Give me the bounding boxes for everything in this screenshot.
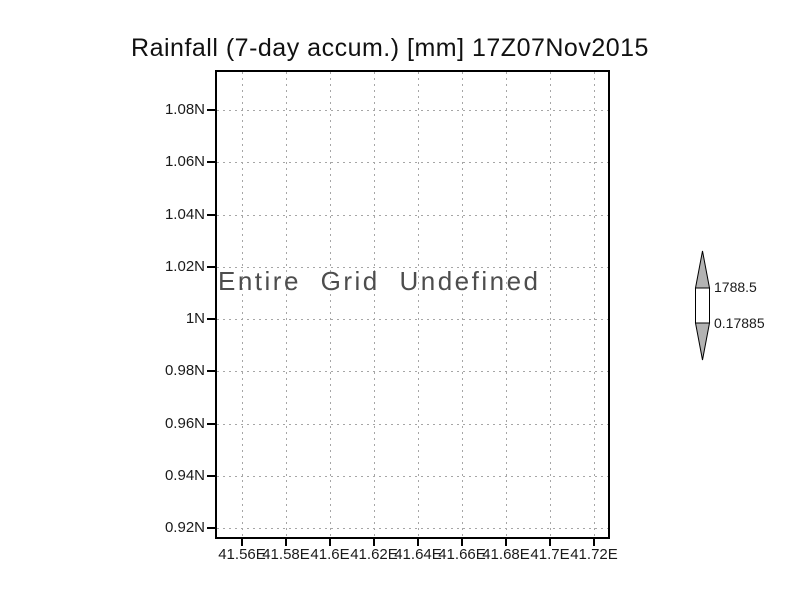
- plot-area: [215, 70, 610, 539]
- v-gridline: [594, 72, 595, 537]
- h-gridline: [217, 423, 608, 425]
- x-axis-tick: [373, 539, 375, 546]
- chart-title: Rainfall (7-day accum.) [mm] 17Z07Nov201…: [131, 34, 649, 62]
- v-gridline: [242, 72, 243, 537]
- h-gridline: [217, 214, 608, 216]
- y-axis-tick: [207, 109, 215, 111]
- y-axis-tick-label: 1.02N: [164, 258, 205, 275]
- h-gridline: [217, 475, 608, 477]
- colorbar-lower-label: 0.17885: [714, 315, 765, 331]
- colorbar-box: [695, 287, 710, 324]
- y-axis-tick-label: 1N: [185, 310, 205, 327]
- y-axis-tick-label: 1.08N: [164, 101, 205, 118]
- x-axis-tick: [593, 539, 595, 546]
- colorbar-upper-label: 1788.5: [714, 279, 757, 295]
- x-axis-tick-label: 41.56E: [218, 546, 266, 563]
- y-axis-tick-label: 0.96N: [164, 415, 205, 432]
- y-axis-tick: [207, 370, 215, 372]
- y-axis-tick: [207, 214, 215, 216]
- undefined-grid-message: Entire Grid Undefined: [218, 266, 541, 296]
- v-gridline: [418, 72, 419, 537]
- h-gridline: [217, 109, 608, 111]
- v-gridline: [330, 72, 331, 537]
- y-axis-tick: [207, 475, 215, 477]
- colorbar-down-arrow-icon: [694, 322, 711, 361]
- y-axis-tick-label: 0.94N: [164, 467, 205, 484]
- v-gridline: [550, 72, 551, 537]
- y-axis-tick: [207, 266, 215, 268]
- h-gridline: [217, 318, 608, 320]
- x-axis-tick-label: 41.62E: [350, 546, 398, 563]
- y-axis-tick: [207, 161, 215, 163]
- v-gridline: [506, 72, 507, 537]
- x-axis-tick: [505, 539, 507, 546]
- x-axis-tick: [241, 539, 243, 546]
- x-axis-tick-label: 41.66E: [438, 546, 486, 563]
- y-axis-tick-label: 0.98N: [164, 362, 205, 379]
- x-axis-tick: [461, 539, 463, 546]
- h-gridline: [217, 527, 608, 529]
- y-axis-tick-label: 0.92N: [164, 519, 205, 536]
- colorbar: [694, 250, 711, 361]
- x-axis-tick-label: 41.58E: [262, 546, 310, 563]
- y-axis-tick: [207, 318, 215, 320]
- y-axis-tick: [207, 527, 215, 529]
- y-axis-tick-label: 1.06N: [164, 153, 205, 170]
- x-axis-tick: [329, 539, 331, 546]
- h-gridline: [217, 161, 608, 163]
- x-axis-tick: [417, 539, 419, 546]
- y-axis-tick-label: 1.04N: [164, 206, 205, 223]
- x-axis-tick-label: 41.68E: [482, 546, 530, 563]
- x-axis-tick-label: 41.64E: [394, 546, 442, 563]
- h-gridline: [217, 266, 608, 268]
- x-axis-tick: [285, 539, 287, 546]
- h-gridline: [217, 370, 608, 372]
- x-axis-tick-label: 41.7E: [530, 546, 570, 563]
- x-axis-tick-label: 41.72E: [570, 546, 618, 563]
- y-axis-tick: [207, 423, 215, 425]
- x-axis-tick: [549, 539, 551, 546]
- x-axis-tick-label: 41.6E: [310, 546, 350, 563]
- colorbar-up-arrow-icon: [694, 250, 711, 289]
- v-gridline: [286, 72, 287, 537]
- v-gridline: [462, 72, 463, 537]
- v-gridline: [374, 72, 375, 537]
